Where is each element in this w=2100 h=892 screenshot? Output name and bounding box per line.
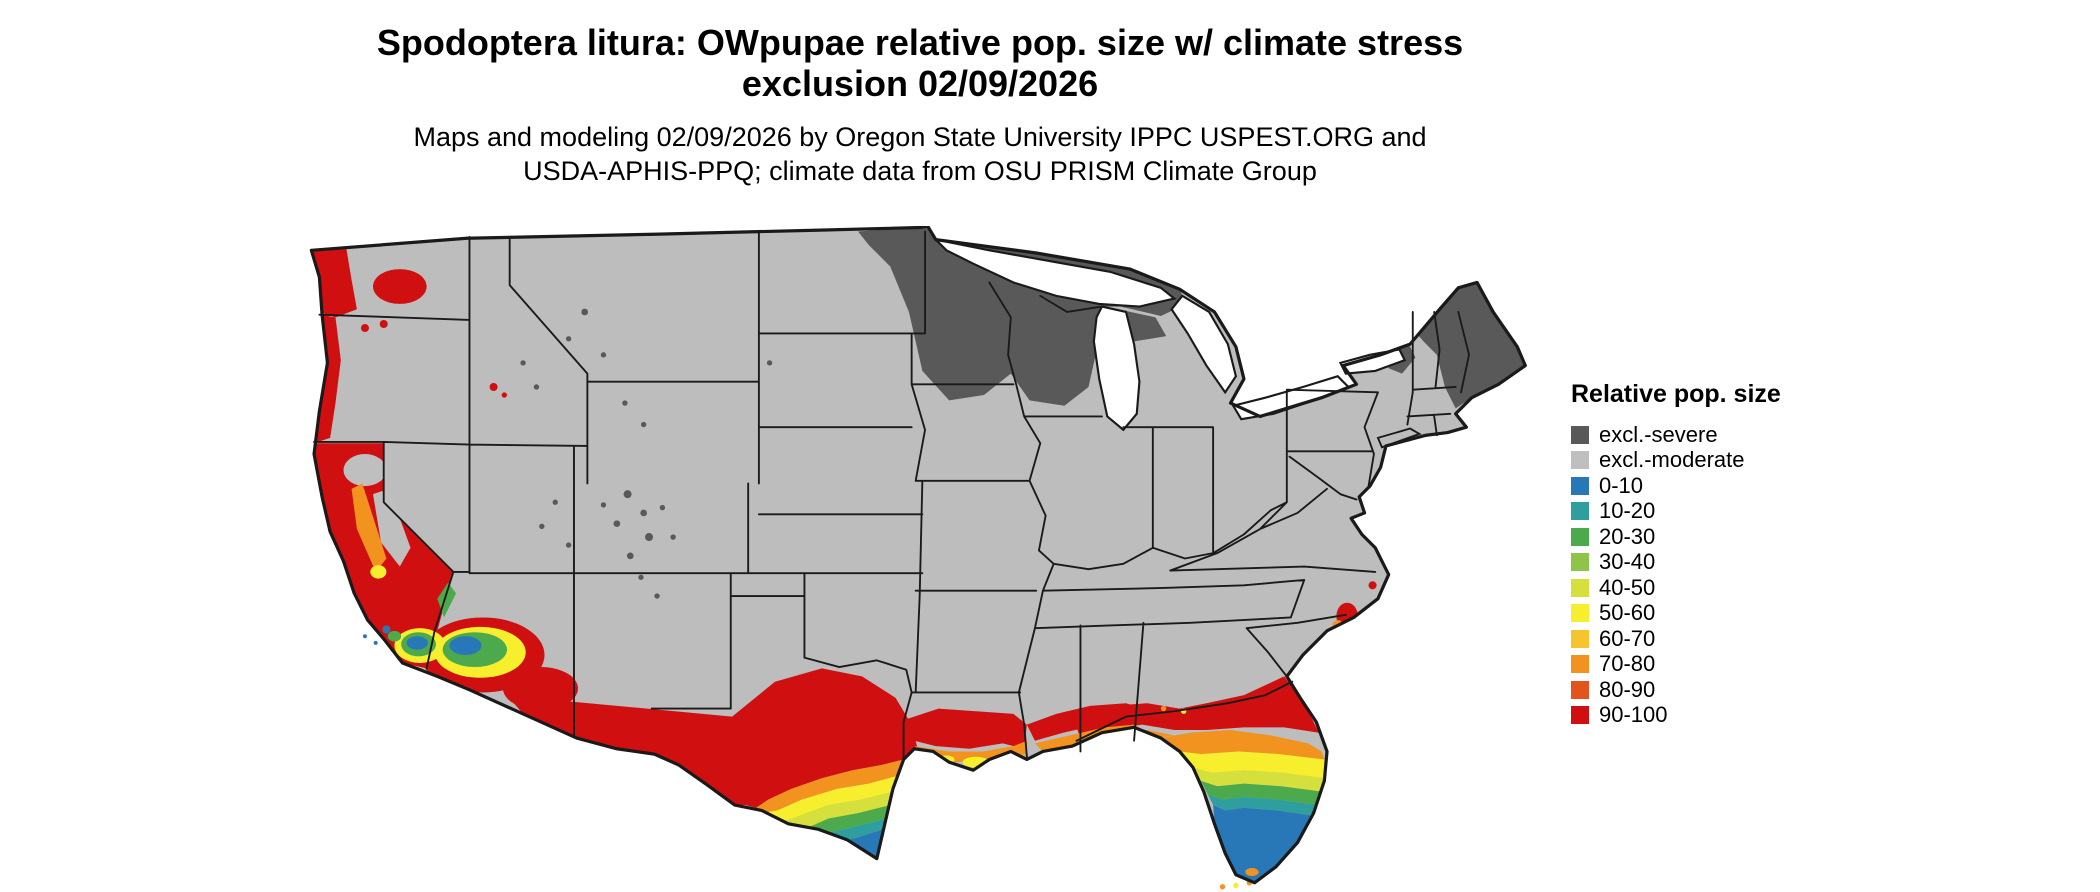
- us-map: [309, 226, 1527, 890]
- legend-item: 60-70: [1571, 626, 1781, 652]
- legend-swatch: [1571, 680, 1589, 699]
- map-subtitle-line1: Maps and modeling 02/09/2026 by Oregon S…: [413, 122, 1427, 152]
- region-pop-gradients: [343, 453, 1344, 883]
- legend-item-label: 0-10: [1599, 472, 1644, 498]
- legend-item: 10-20: [1571, 499, 1781, 525]
- legend-item-label: 10-20: [1599, 498, 1656, 524]
- map-canvas: [306, 226, 1528, 891]
- map-subtitle-line2: USDA-APHIS-PPQ; climate data from OSU PR…: [523, 156, 1317, 186]
- legend-swatch: [1571, 553, 1589, 572]
- legend-swatch: [1571, 604, 1589, 623]
- legend-item: 50-60: [1571, 601, 1781, 627]
- lake-michigan: [1092, 305, 1141, 432]
- legend-item-label: excl.-moderate: [1599, 447, 1745, 473]
- legend-item-label: 20-30: [1599, 523, 1656, 549]
- legend-swatch: [1571, 502, 1589, 521]
- legend-item-label: 90-100: [1599, 702, 1668, 728]
- legend-item: 30-40: [1571, 550, 1781, 576]
- legend-item: 70-80: [1571, 652, 1781, 678]
- lake-huron: [1170, 294, 1238, 395]
- legend-swatch: [1571, 425, 1589, 444]
- legend-swatch: [1571, 629, 1589, 648]
- long-island: [1376, 427, 1422, 449]
- legend: Relative pop. size excl.-severe excl.-mod…: [1571, 380, 1781, 728]
- legend-swatch: [1571, 527, 1589, 546]
- legend-item: 80-90: [1571, 677, 1781, 703]
- legend-item-label: 40-50: [1599, 574, 1656, 600]
- legend-swatch: [1571, 451, 1589, 470]
- legend-item: 0-10: [1571, 473, 1781, 499]
- legend-item-label: 60-70: [1599, 625, 1656, 651]
- legend-item-label: 80-90: [1599, 676, 1656, 702]
- legend-item: 90-100: [1571, 703, 1781, 729]
- state-borders: [313, 230, 1470, 761]
- legend-item: excl.-moderate: [1571, 448, 1781, 474]
- legend-item: excl.-severe: [1571, 422, 1781, 448]
- legend-item: 20-30: [1571, 524, 1781, 550]
- map-title-line1: Spodoptera litura: OWpupae relative pop.…: [376, 22, 1464, 63]
- legend-title: Relative pop. size: [1571, 380, 1781, 408]
- legend-swatch: [1571, 706, 1589, 725]
- map-title-line2: exclusion 02/09/2026: [741, 63, 1099, 104]
- legend-swatch: [1571, 578, 1589, 597]
- national-outline: [309, 226, 1527, 885]
- legend-item-label: 70-80: [1599, 651, 1656, 677]
- great-lakes: [932, 237, 1407, 432]
- legend-item-label: 50-60: [1599, 600, 1656, 626]
- map-subtitle: Maps and modeling 02/09/2026 by Oregon S…: [0, 120, 1840, 188]
- lake-superior: [932, 237, 1177, 308]
- lake-ontario: [1338, 348, 1407, 375]
- legend-item: 40-50: [1571, 575, 1781, 601]
- legend-items: excl.-severe excl.-moderate 0-10 10-20 20-30…: [1571, 422, 1781, 728]
- legend-item-label: excl.-severe: [1599, 421, 1718, 447]
- legend-swatch: [1571, 476, 1589, 495]
- legend-swatch: [1571, 655, 1589, 674]
- map-title: Spodoptera litura: OWpupae relative pop.…: [0, 22, 1840, 104]
- legend-item-label: 30-40: [1599, 549, 1656, 575]
